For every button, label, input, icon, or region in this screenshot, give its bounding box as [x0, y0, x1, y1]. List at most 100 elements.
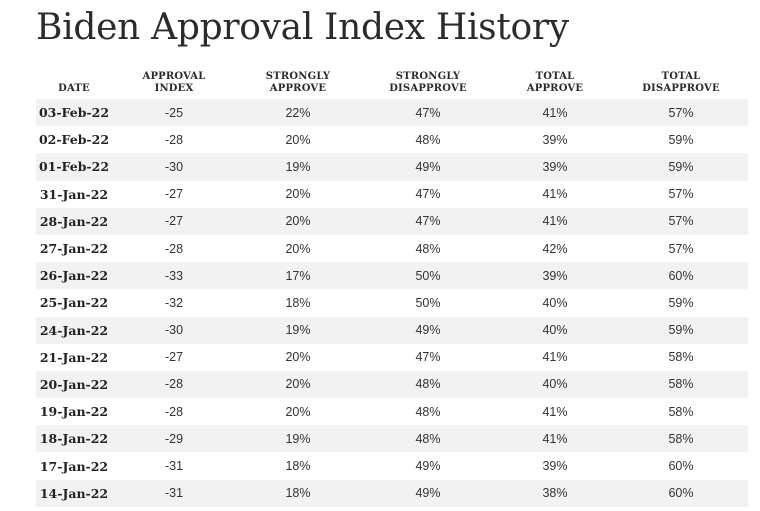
- table-cell-total-approve: 39%: [496, 126, 614, 154]
- table-cell-total-approve: 40%: [496, 316, 614, 344]
- table-cell-strongly-approve: 22%: [236, 99, 360, 127]
- column-header-text: STRONGLY: [265, 71, 331, 82]
- table-cell-total-approve: 41%: [496, 180, 614, 208]
- date-cell: 28-Jan-22: [36, 207, 112, 235]
- table-row: 02-Feb-22 -28 20% 48% 39% 59%: [36, 126, 748, 154]
- date-cell: 03-Feb-22: [36, 99, 112, 127]
- table-row: 21-Jan-22 -27 20% 47% 41% 58%: [36, 343, 748, 371]
- table-cell-total-disapprove: 57%: [614, 180, 748, 208]
- table-row: 19-Jan-22 -28 20% 48% 41% 58%: [36, 398, 748, 426]
- table-cell-strongly-disapprove: 48%: [360, 425, 496, 453]
- table-cell-total-approve: 40%: [496, 289, 614, 317]
- column-header-text: DISAPPROVE: [642, 83, 720, 94]
- table-cell-strongly-approve: 19%: [236, 316, 360, 344]
- date-cell: 01-Feb-22: [36, 153, 112, 181]
- column-header-strongly-approve: STRONGLY APPROVE: [236, 67, 360, 99]
- date-cell: 21-Jan-22: [36, 343, 112, 371]
- table-cell-strongly-approve: 20%: [236, 234, 360, 263]
- column-header-text: STRONGLY: [395, 71, 461, 82]
- table-cell-total-disapprove: 58%: [614, 370, 748, 399]
- table-cell-strongly-approve: 20%: [236, 126, 360, 154]
- table-cell-approval-index: -30: [112, 153, 236, 181]
- table-row: 17-Jan-22 -31 18% 49% 39% 60%: [36, 452, 748, 480]
- table-cell-total-disapprove: 57%: [614, 234, 748, 263]
- table-cell-strongly-approve: 19%: [236, 425, 360, 453]
- column-header-text: APPROVE: [269, 83, 327, 94]
- table-cell-total-disapprove: 60%: [614, 452, 748, 480]
- date-cell: 17-Jan-22: [36, 452, 112, 480]
- date-cell: 27-Jan-22: [36, 234, 112, 263]
- table-cell-approval-index: -27: [112, 180, 236, 208]
- column-header-text: TOTAL: [535, 71, 575, 82]
- table-cell-approval-index: -28: [112, 126, 236, 154]
- table-cell-strongly-approve: 20%: [236, 343, 360, 371]
- table-row: 24-Jan-22 -30 19% 49% 40% 59%: [36, 316, 748, 344]
- table-cell-strongly-approve: 18%: [236, 452, 360, 480]
- column-header-text: INDEX: [154, 83, 194, 94]
- table-cell-total-disapprove: 57%: [614, 207, 748, 235]
- approval-history-table: DATE APPROVAL INDEX STRONGLY APPROVE STRONGLY…: [36, 67, 748, 507]
- table-cell-approval-index: -31: [112, 479, 236, 507]
- table-cell-total-approve: 41%: [496, 398, 614, 426]
- table-cell-approval-index: -28: [112, 398, 236, 426]
- table-cell-approval-index: -31: [112, 452, 236, 480]
- table-cell-total-approve: 39%: [496, 452, 614, 480]
- column-header-total-disapprove: TOTAL DISAPPROVE: [614, 67, 748, 99]
- date-cell: 31-Jan-22: [36, 180, 112, 208]
- table-cell-approval-index: -30: [112, 316, 236, 344]
- table-cell-strongly-approve: 18%: [236, 479, 360, 507]
- table-cell-strongly-disapprove: 49%: [360, 452, 496, 480]
- table-cell-total-approve: 41%: [496, 207, 614, 235]
- table-cell-strongly-approve: 20%: [236, 398, 360, 426]
- table-cell-total-disapprove: 60%: [614, 262, 748, 290]
- column-header-text: TOTAL: [661, 71, 701, 82]
- table-row: 31-Jan-22 -27 20% 47% 41% 57%: [36, 180, 748, 208]
- table-cell-total-approve: 41%: [496, 425, 614, 453]
- table-cell-strongly-approve: 20%: [236, 207, 360, 235]
- table-cell-total-disapprove: 59%: [614, 153, 748, 181]
- table-body: 03-Feb-22 -25 22% 47% 41% 57% 02-Feb-22 -28 20% 4…: [36, 99, 748, 507]
- table-cell-total-disapprove: 59%: [614, 126, 748, 154]
- table-cell-strongly-approve: 20%: [236, 180, 360, 208]
- table-cell-strongly-approve: 17%: [236, 262, 360, 290]
- table-cell-strongly-disapprove: 47%: [360, 207, 496, 235]
- table-cell-approval-index: -29: [112, 425, 236, 453]
- table-cell-strongly-disapprove: 48%: [360, 234, 496, 263]
- table-cell-total-disapprove: 58%: [614, 343, 748, 371]
- column-header-total-approve: TOTAL APPROVE: [496, 67, 614, 99]
- table-cell-total-approve: 39%: [496, 153, 614, 181]
- table-cell-strongly-disapprove: 47%: [360, 99, 496, 127]
- table-cell-strongly-disapprove: 49%: [360, 153, 496, 181]
- table-cell-total-disapprove: 59%: [614, 289, 748, 317]
- table-cell-strongly-approve: 19%: [236, 153, 360, 181]
- table-cell-strongly-disapprove: 47%: [360, 343, 496, 371]
- table-cell-strongly-disapprove: 48%: [360, 126, 496, 154]
- table-cell-total-approve: 40%: [496, 370, 614, 399]
- table-cell-total-approve: 38%: [496, 479, 614, 507]
- table-row: 03-Feb-22 -25 22% 47% 41% 57%: [36, 99, 748, 127]
- table-cell-strongly-disapprove: 50%: [360, 262, 496, 290]
- column-header-approval-index: APPROVAL INDEX: [112, 67, 236, 99]
- table-cell-strongly-disapprove: 49%: [360, 316, 496, 344]
- table-cell-total-disapprove: 58%: [614, 398, 748, 426]
- table-cell-total-approve: 41%: [496, 343, 614, 371]
- table-cell-total-disapprove: 59%: [614, 316, 748, 344]
- date-cell: 20-Jan-22: [36, 370, 112, 399]
- date-cell: 18-Jan-22: [36, 425, 112, 453]
- table-cell-total-disapprove: 60%: [614, 479, 748, 507]
- table-cell-approval-index: -33: [112, 262, 236, 290]
- date-cell: 14-Jan-22: [36, 479, 112, 507]
- table-cell-total-approve: 39%: [496, 262, 614, 290]
- table-cell-total-approve: 42%: [496, 234, 614, 263]
- column-header-text: DATE: [58, 83, 90, 94]
- table-cell-strongly-disapprove: 47%: [360, 180, 496, 208]
- table-cell-approval-index: -32: [112, 289, 236, 317]
- date-cell: 02-Feb-22: [36, 126, 112, 154]
- table-row: 25-Jan-22 -32 18% 50% 40% 59%: [36, 289, 748, 317]
- table-cell-approval-index: -28: [112, 234, 236, 263]
- column-header-text: DISAPPROVE: [389, 83, 467, 94]
- date-cell: 26-Jan-22: [36, 262, 112, 290]
- date-cell: 25-Jan-22: [36, 289, 112, 317]
- table-cell-strongly-disapprove: 49%: [360, 479, 496, 507]
- table-row: 14-Jan-22 -31 18% 49% 38% 60%: [36, 479, 748, 507]
